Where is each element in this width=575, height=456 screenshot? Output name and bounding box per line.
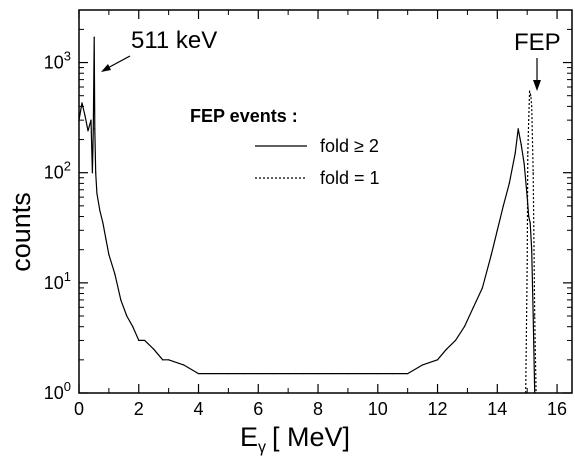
x-axis-label: Eγ[ MeV] — [240, 422, 350, 456]
y-tick-label: 102 — [44, 159, 71, 183]
data-point-fold-ge-2 — [347, 373, 349, 375]
data-point-fold-ge-2 — [120, 299, 122, 301]
data-point-fold-ge-2 — [362, 373, 364, 375]
data-point-fold-ge-2 — [514, 152, 516, 154]
data-point-fold-ge-2 — [168, 359, 170, 361]
data-point-fold-1 — [527, 152, 529, 154]
data-point-fold-ge-2 — [532, 315, 534, 317]
data-point-fold-ge-2 — [94, 128, 96, 130]
annotation-511kev: 511 keV — [131, 27, 217, 54]
data-point-fold-ge-2 — [81, 102, 83, 104]
data-point-fold-ge-2 — [529, 222, 531, 224]
data-point-fold-ge-2 — [317, 373, 319, 375]
data-point-fold-ge-2 — [534, 392, 536, 394]
y-axis-label: counts — [6, 192, 36, 272]
data-point-fold-ge-2 — [126, 315, 128, 317]
data-point-fold-1 — [534, 315, 536, 317]
legend-title: FEP events : — [190, 106, 298, 126]
data-point-fold-ge-2 — [93, 36, 95, 38]
data-point-fold-ge-2 — [272, 373, 274, 375]
data-point-fold-ge-2 — [481, 287, 483, 289]
data-point-fold-ge-2 — [84, 114, 86, 117]
data-point-fold-ge-2 — [508, 182, 510, 184]
data-point-fold-ge-2 — [144, 339, 146, 342]
data-point-fold-ge-2 — [114, 273, 116, 275]
data-point-fold-ge-2 — [287, 373, 289, 375]
data-point-fold-ge-2 — [92, 128, 94, 130]
data-point-fold-ge-2 — [490, 254, 492, 256]
data-point-fold-1 — [530, 95, 532, 97]
series-fold-1-line — [525, 90, 537, 394]
data-point-fold-ge-2 — [496, 229, 498, 231]
data-point-fold-ge-2 — [257, 373, 259, 375]
series-fold-ge-2-line — [78, 36, 536, 394]
data-point-fold-1 — [528, 119, 530, 121]
legend-label-fold-ge-2: fold ≥ 2 — [320, 136, 379, 156]
data-point-fold-ge-2 — [332, 373, 334, 375]
data-point-fold-ge-2 — [90, 119, 92, 121]
data-point-fold-ge-2 — [96, 192, 98, 194]
x-tick-label: 6 — [253, 399, 263, 419]
data-point-fold-ge-2 — [212, 373, 215, 375]
data-point-fold-1 — [532, 172, 534, 174]
x-tick-label: 0 — [74, 399, 84, 419]
data-point-fold-ge-2 — [162, 359, 164, 361]
data-point-fold-1 — [531, 105, 533, 107]
data-point-fold-ge-2 — [502, 205, 504, 207]
data-point-fold-ge-2 — [407, 373, 409, 375]
data-point-fold-ge-2 — [377, 373, 379, 375]
data-point-fold-ge-2 — [302, 373, 304, 375]
data-point-fold-ge-2 — [528, 215, 530, 218]
data-point-fold-ge-2 — [436, 359, 439, 361]
x-tick-label: 2 — [134, 399, 144, 419]
x-tick-label: 8 — [313, 399, 323, 419]
data-point-fold-ge-2 — [99, 210, 101, 212]
data-point-fold-ge-2 — [153, 348, 155, 350]
data-point-fold-ge-2 — [132, 326, 134, 328]
data-point-fold-1 — [528, 90, 531, 92]
x-tick-label: 12 — [428, 399, 448, 419]
data-point-fold-ge-2 — [242, 373, 244, 375]
plot-frame — [78, 9, 573, 394]
x-tick-label: 10 — [368, 399, 388, 419]
data-point-fold-ge-2 — [105, 238, 107, 240]
data-point-fold-ge-2 — [422, 364, 424, 366]
data-point-fold-ge-2 — [472, 306, 474, 308]
data-point-fold-ge-2 — [182, 364, 185, 366]
data-point-fold-1 — [526, 262, 528, 265]
y-tick-label: 101 — [44, 269, 71, 293]
data-point-fold-ge-2 — [138, 339, 140, 342]
annotation-fep-arrowhead — [533, 80, 541, 91]
data-point-fold-ge-2 — [91, 172, 94, 174]
data-point-fold-ge-2 — [445, 348, 448, 350]
legend-label-fold-1: fold = 1 — [320, 168, 380, 188]
data-point-fold-ge-2 — [523, 163, 525, 165]
y-tick-label: 100 — [44, 379, 71, 403]
data-point-fold-ge-2 — [227, 373, 229, 375]
annotation-511kev-arrowhead — [101, 64, 111, 72]
data-point-fold-ge-2 — [197, 373, 200, 375]
data-point-fold-ge-2 — [531, 249, 533, 251]
data-point-fold-ge-2 — [102, 222, 104, 224]
y-tick-label: 103 — [44, 49, 71, 73]
data-point-fold-ge-2 — [78, 119, 80, 121]
data-point-fold-ge-2 — [454, 339, 457, 342]
data-point-fold-ge-2 — [520, 143, 522, 146]
x-tick-label: 4 — [194, 399, 204, 419]
x-tick-label: 16 — [547, 399, 567, 419]
x-tick-label: 14 — [487, 399, 507, 419]
data-point-fold-ge-2 — [463, 326, 466, 328]
data-point-fold-ge-2 — [87, 130, 89, 132]
data-point-fold-1 — [525, 392, 527, 394]
data-point-fold-ge-2 — [392, 373, 394, 375]
annotation-fep: FEP — [514, 29, 561, 56]
data-point-fold-1 — [535, 392, 537, 394]
data-point-fold-ge-2 — [517, 128, 519, 130]
data-point-fold-ge-2 — [95, 172, 97, 174]
data-point-fold-ge-2 — [108, 254, 110, 256]
